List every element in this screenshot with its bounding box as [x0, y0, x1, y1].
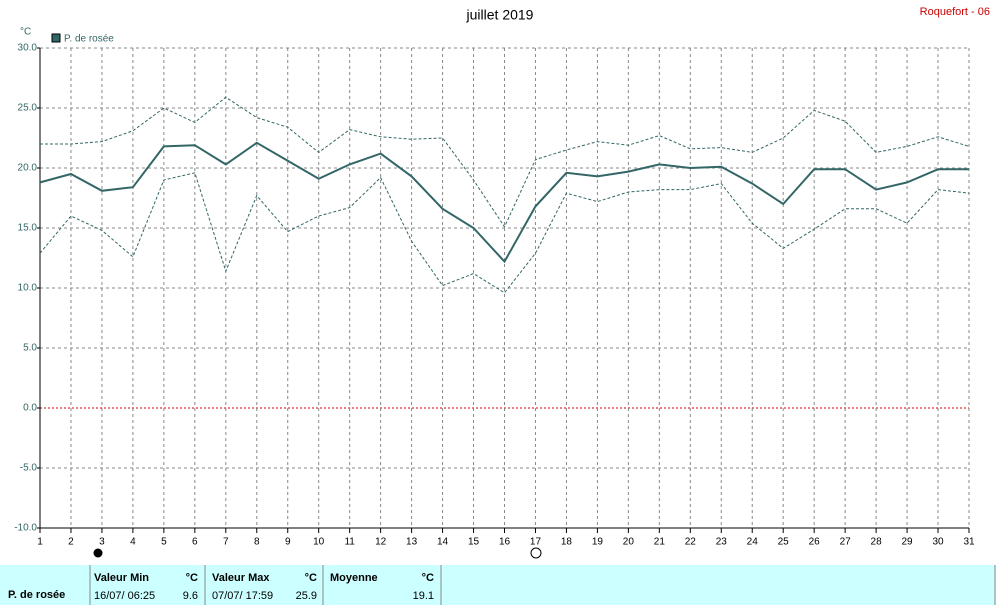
min-title: Valeur Min: [94, 572, 149, 584]
series-line: [40, 96, 970, 228]
x-tick-label: 15: [468, 537, 480, 548]
x-tick-label: 29: [902, 537, 914, 548]
legend-swatch: [51, 33, 61, 43]
x-tick-label: 28: [871, 537, 883, 548]
x-tick-label: 30: [932, 537, 944, 548]
x-tick-label: 2: [68, 537, 74, 548]
x-tick-label: 7: [223, 537, 229, 548]
x-tick-label: 3: [99, 537, 105, 548]
x-tick-label: 6: [192, 537, 198, 548]
mean-unit: °C: [422, 572, 434, 584]
x-tick-label: 16: [499, 537, 511, 548]
x-tick-label: 9: [285, 537, 291, 548]
y-tick-label: 30.0: [18, 43, 38, 54]
x-tick-label: 12: [375, 537, 387, 548]
series-line: [39, 172, 970, 294]
max-unit: °C: [305, 572, 317, 584]
x-tick-label: 13: [406, 537, 418, 548]
panel-bg: [0, 565, 996, 605]
moon-full: [530, 547, 542, 559]
max-value: 25.9: [296, 590, 317, 602]
x-tick-label: 11: [344, 537, 355, 548]
max-date: 07/07/ 17:59: [212, 590, 273, 602]
x-tick-label: 25: [778, 537, 790, 548]
y-tick-label: -10.0: [14, 523, 37, 534]
x-tick-label: 27: [840, 537, 852, 548]
y-tick-label: 25.0: [18, 103, 38, 114]
x-tick-label: 5: [161, 537, 167, 548]
mean-title: Moyenne: [330, 572, 378, 584]
min-unit: °C: [186, 572, 198, 584]
plot: 30.025.020.015.010.05.00.0-5.0-10.01 2 3 4 5…: [14, 43, 975, 548]
x-tick-label: 8: [254, 537, 260, 548]
summary-label: P. de rosée: [8, 589, 65, 601]
x-tick-label: 31: [963, 537, 975, 548]
max-title: Valeur Max: [212, 572, 270, 584]
y-tick-label: 5.0: [23, 343, 37, 354]
y-tick-label: 10.0: [18, 283, 38, 294]
y-unit: °C: [20, 27, 31, 38]
mean-value: 19.1: [413, 590, 434, 602]
x-tick-label: 22: [685, 537, 697, 548]
x-tick-label: 24: [747, 537, 759, 548]
y-tick-label: -5.0: [20, 463, 38, 474]
y-tick-label: 20.0: [18, 163, 38, 174]
y-tick-label: 0.0: [23, 403, 37, 414]
station: Roquefort - 06: [920, 6, 990, 18]
x-tick-label: 26: [809, 537, 821, 548]
x-tick-label: 23: [716, 537, 728, 548]
min-date: 16/07/ 06:25: [94, 590, 155, 602]
series-line: [39, 141, 969, 264]
min-value: 9.6: [183, 590, 198, 602]
y-tick-label: 15.0: [18, 223, 38, 234]
x-tick-label: 10: [313, 537, 325, 548]
x-tick-label: 18: [561, 537, 573, 548]
x-tick-label: 19: [592, 537, 604, 548]
moon-new: [93, 548, 103, 558]
legend-label: P. de rosée: [64, 34, 114, 45]
x-tick-label: 21: [654, 537, 666, 548]
x-tick-label: 4: [130, 537, 136, 548]
x-tick-label: 1: [37, 537, 43, 548]
x-tick-label: 20: [623, 537, 635, 548]
chart-title: juillet 2019: [466, 7, 534, 23]
x-tick-label: 17: [530, 537, 542, 548]
summary-panel: P. de rosée Valeur Min °C 16/07/ 06:25 9…: [0, 565, 996, 605]
x-tick-label: 14: [437, 537, 449, 548]
